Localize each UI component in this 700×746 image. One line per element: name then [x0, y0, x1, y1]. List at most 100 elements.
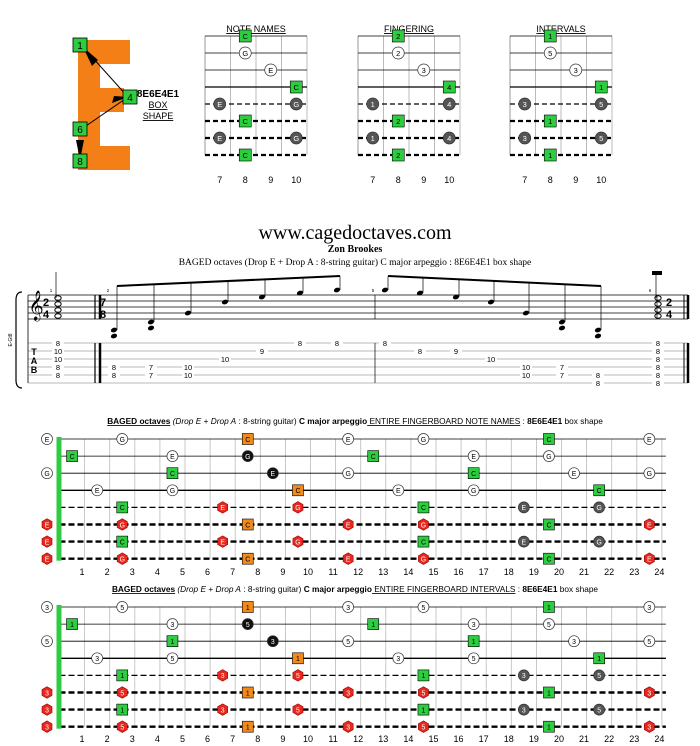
tab-number-bg	[182, 363, 194, 371]
note-square	[543, 720, 555, 733]
fret-number-row: 1 2 3 4 5 6 7 8 9 10 11 12 13 14 15 16 17 18 19 20 21 22 23 24	[80, 734, 665, 744]
beam	[116, 275, 341, 287]
note-label: 3	[647, 690, 651, 697]
fret-number: 12	[353, 567, 363, 577]
board-note: E	[643, 433, 656, 445]
board-note: C	[241, 433, 254, 445]
diagram-note: 3	[518, 131, 532, 145]
diagram-note: E	[213, 97, 227, 111]
note-label: E	[346, 522, 351, 529]
note-label: C	[471, 471, 476, 478]
svg-text:1: 1	[77, 41, 83, 52]
diagram-note: C	[289, 80, 303, 94]
note-square	[391, 148, 405, 162]
tab-number: 8	[656, 379, 660, 388]
board-note: 1	[116, 669, 129, 682]
board-note: 3	[568, 635, 580, 648]
board-note: 5	[643, 635, 656, 648]
note-square	[442, 80, 456, 94]
note-label: E	[396, 488, 401, 495]
note-label: 5	[647, 639, 651, 646]
fret-number: 13	[378, 734, 388, 744]
note-circle	[342, 635, 354, 648]
note-square	[116, 669, 129, 682]
board-note: 1	[543, 720, 555, 733]
note-circle	[267, 467, 279, 480]
note-hexagon	[217, 501, 228, 514]
diagram-note: 2	[391, 148, 405, 162]
board-note: G	[116, 518, 128, 531]
diagram-note: C	[238, 114, 252, 128]
note-square	[66, 450, 78, 462]
note-hexagon	[116, 720, 128, 733]
board-note: 5	[116, 601, 129, 613]
tab-number: 10	[184, 363, 192, 372]
fret-number: 24	[654, 734, 664, 744]
diagram-fingering: FINGERING 7 8 9 10 2 2 3 4 1 4 2 1 4 2	[357, 24, 461, 185]
board-note: C	[593, 484, 605, 497]
note-square	[289, 80, 303, 94]
logo-letter-e-shape	[78, 40, 130, 170]
note-label: G	[170, 488, 175, 495]
tab-number-bg	[485, 355, 497, 363]
tab-number-bg	[379, 339, 391, 347]
note-circle	[517, 669, 530, 682]
tab-number: 8	[656, 347, 660, 356]
title-part: C major arpeggio	[297, 416, 368, 426]
diagram-note: 4	[442, 97, 456, 111]
board-note: G	[292, 535, 304, 548]
note-square	[417, 703, 430, 716]
note-circle	[241, 618, 254, 630]
note-label: C	[371, 454, 376, 461]
note-square	[116, 703, 129, 716]
tab-number-bg	[52, 355, 64, 363]
fret-number: 6	[205, 734, 210, 744]
note-circle	[543, 46, 557, 60]
board-note: C	[467, 467, 480, 480]
fret-number: 22	[604, 567, 614, 577]
note-label: E	[95, 488, 100, 495]
board-note: 3	[643, 686, 655, 699]
note-label: 5	[599, 100, 603, 109]
diagram-note: 5	[543, 46, 557, 60]
note-hexagon	[41, 703, 53, 716]
tab-number: 8	[56, 339, 60, 348]
fret-number: 21	[579, 734, 589, 744]
board-note: E	[643, 518, 655, 531]
note-label: C	[597, 488, 602, 495]
tab-number-bg	[145, 371, 157, 379]
tab-number-bg	[52, 371, 64, 379]
treble-clef: 𝄞	[28, 290, 43, 322]
tab-number: 10	[522, 363, 530, 372]
note-label: 3	[346, 690, 350, 697]
note-label: E	[170, 454, 175, 461]
tab-clef-letter: B	[31, 365, 38, 375]
note-label: E	[45, 539, 50, 546]
note-label: 1	[171, 639, 175, 646]
title-part: (Drop E + Drop A	[175, 584, 241, 594]
note-circle	[213, 97, 227, 111]
note-circle	[417, 433, 430, 445]
diagram-note: 1	[543, 148, 557, 162]
note-label: C	[170, 471, 175, 478]
note-hexagon	[418, 686, 429, 699]
board-note: 3	[467, 618, 480, 630]
note-circle	[593, 535, 606, 548]
board-note: G	[292, 501, 304, 514]
note-square	[543, 552, 555, 565]
notehead	[487, 299, 495, 305]
tab-number: 7	[149, 371, 153, 380]
note-label: 1	[371, 134, 375, 143]
fret-number: 24	[654, 567, 664, 577]
board-note: 1	[116, 703, 129, 716]
chord-notehead	[54, 313, 62, 319]
note-circle	[366, 97, 380, 111]
board-note: E	[342, 552, 354, 565]
note-label: 5	[548, 49, 552, 58]
notehead	[296, 290, 304, 296]
board-note: C	[241, 552, 254, 565]
note-label: 3	[45, 707, 49, 714]
note-circle	[643, 467, 656, 480]
diagram-note: 5	[594, 131, 608, 145]
tab-number-bg	[450, 347, 462, 355]
